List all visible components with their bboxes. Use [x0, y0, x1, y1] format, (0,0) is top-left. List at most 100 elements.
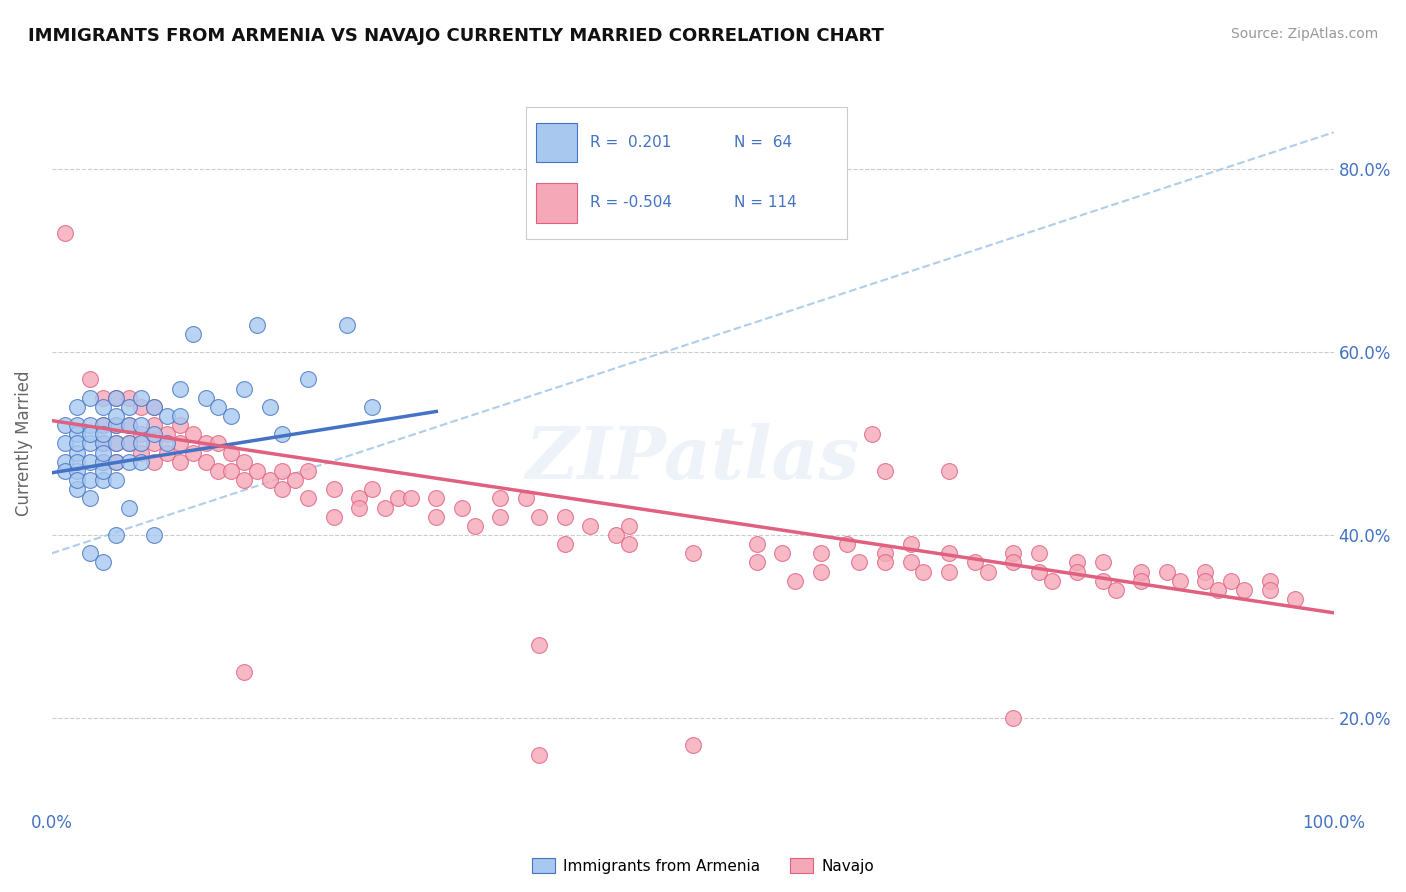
Point	[322, 509, 344, 524]
Point	[271, 464, 294, 478]
Point	[219, 464, 242, 478]
Point	[451, 500, 474, 515]
Point	[91, 445, 114, 459]
Point	[1028, 565, 1050, 579]
Point	[553, 509, 575, 524]
Point	[246, 464, 269, 478]
Point	[527, 747, 550, 762]
Point	[617, 519, 640, 533]
Point	[66, 445, 89, 459]
Point	[745, 556, 768, 570]
Point	[169, 382, 191, 396]
Point	[104, 455, 127, 469]
Point	[425, 491, 447, 506]
Point	[143, 436, 166, 450]
Point	[194, 391, 217, 405]
Point	[91, 464, 114, 478]
Point	[143, 455, 166, 469]
Point	[194, 455, 217, 469]
Point	[1194, 574, 1216, 588]
Point	[91, 427, 114, 442]
Point	[271, 482, 294, 496]
Point	[118, 500, 141, 515]
Point	[682, 546, 704, 560]
Point	[104, 436, 127, 450]
Point	[79, 436, 101, 450]
Point	[143, 400, 166, 414]
Point	[425, 509, 447, 524]
Point	[835, 537, 858, 551]
Point	[181, 326, 204, 341]
Point	[374, 500, 396, 515]
Point	[91, 436, 114, 450]
Point	[91, 455, 114, 469]
Point	[1130, 565, 1153, 579]
Point	[1002, 556, 1025, 570]
Point	[1194, 565, 1216, 579]
Y-axis label: Currently Married: Currently Married	[15, 371, 32, 516]
Point	[169, 436, 191, 450]
Point	[489, 509, 512, 524]
Point	[143, 400, 166, 414]
Point	[79, 418, 101, 433]
Point	[785, 574, 807, 588]
Point	[938, 565, 960, 579]
Point	[118, 436, 141, 450]
Point	[104, 391, 127, 405]
Point	[938, 464, 960, 478]
Point	[1168, 574, 1191, 588]
Point	[259, 473, 281, 487]
Point	[464, 519, 486, 533]
Point	[1091, 556, 1114, 570]
Point	[271, 427, 294, 442]
Point	[169, 418, 191, 433]
Point	[156, 409, 179, 423]
Point	[873, 556, 896, 570]
Point	[66, 400, 89, 414]
Point	[399, 491, 422, 506]
Point	[143, 427, 166, 442]
Point	[1105, 582, 1128, 597]
Point	[1066, 556, 1088, 570]
Point	[79, 546, 101, 560]
Point	[617, 537, 640, 551]
Point	[1002, 711, 1025, 725]
Point	[131, 418, 153, 433]
Point	[810, 546, 832, 560]
Point	[297, 491, 319, 506]
Point	[66, 464, 89, 478]
Point	[91, 391, 114, 405]
Point	[131, 455, 153, 469]
Point	[1066, 565, 1088, 579]
Point	[1284, 592, 1306, 607]
Point	[1156, 565, 1178, 579]
Point	[66, 473, 89, 487]
Point	[1028, 546, 1050, 560]
Point	[912, 565, 935, 579]
Point	[1040, 574, 1063, 588]
Point	[207, 464, 229, 478]
Point	[361, 400, 384, 414]
Point	[169, 455, 191, 469]
Point	[79, 372, 101, 386]
Point	[91, 418, 114, 433]
Point	[131, 400, 153, 414]
Point	[131, 427, 153, 442]
Point	[938, 546, 960, 560]
Point	[1258, 582, 1281, 597]
Point	[143, 418, 166, 433]
Text: ZIPatlas: ZIPatlas	[526, 423, 859, 493]
Point	[579, 519, 602, 533]
Point	[682, 739, 704, 753]
Point	[104, 418, 127, 433]
Point	[104, 418, 127, 433]
Point	[131, 445, 153, 459]
Legend: Immigrants from Armenia, Navajo: Immigrants from Armenia, Navajo	[526, 852, 880, 880]
Point	[336, 318, 359, 332]
Point	[79, 455, 101, 469]
Point	[91, 455, 114, 469]
Point	[66, 455, 89, 469]
Point	[79, 473, 101, 487]
Point	[156, 436, 179, 450]
Point	[810, 565, 832, 579]
